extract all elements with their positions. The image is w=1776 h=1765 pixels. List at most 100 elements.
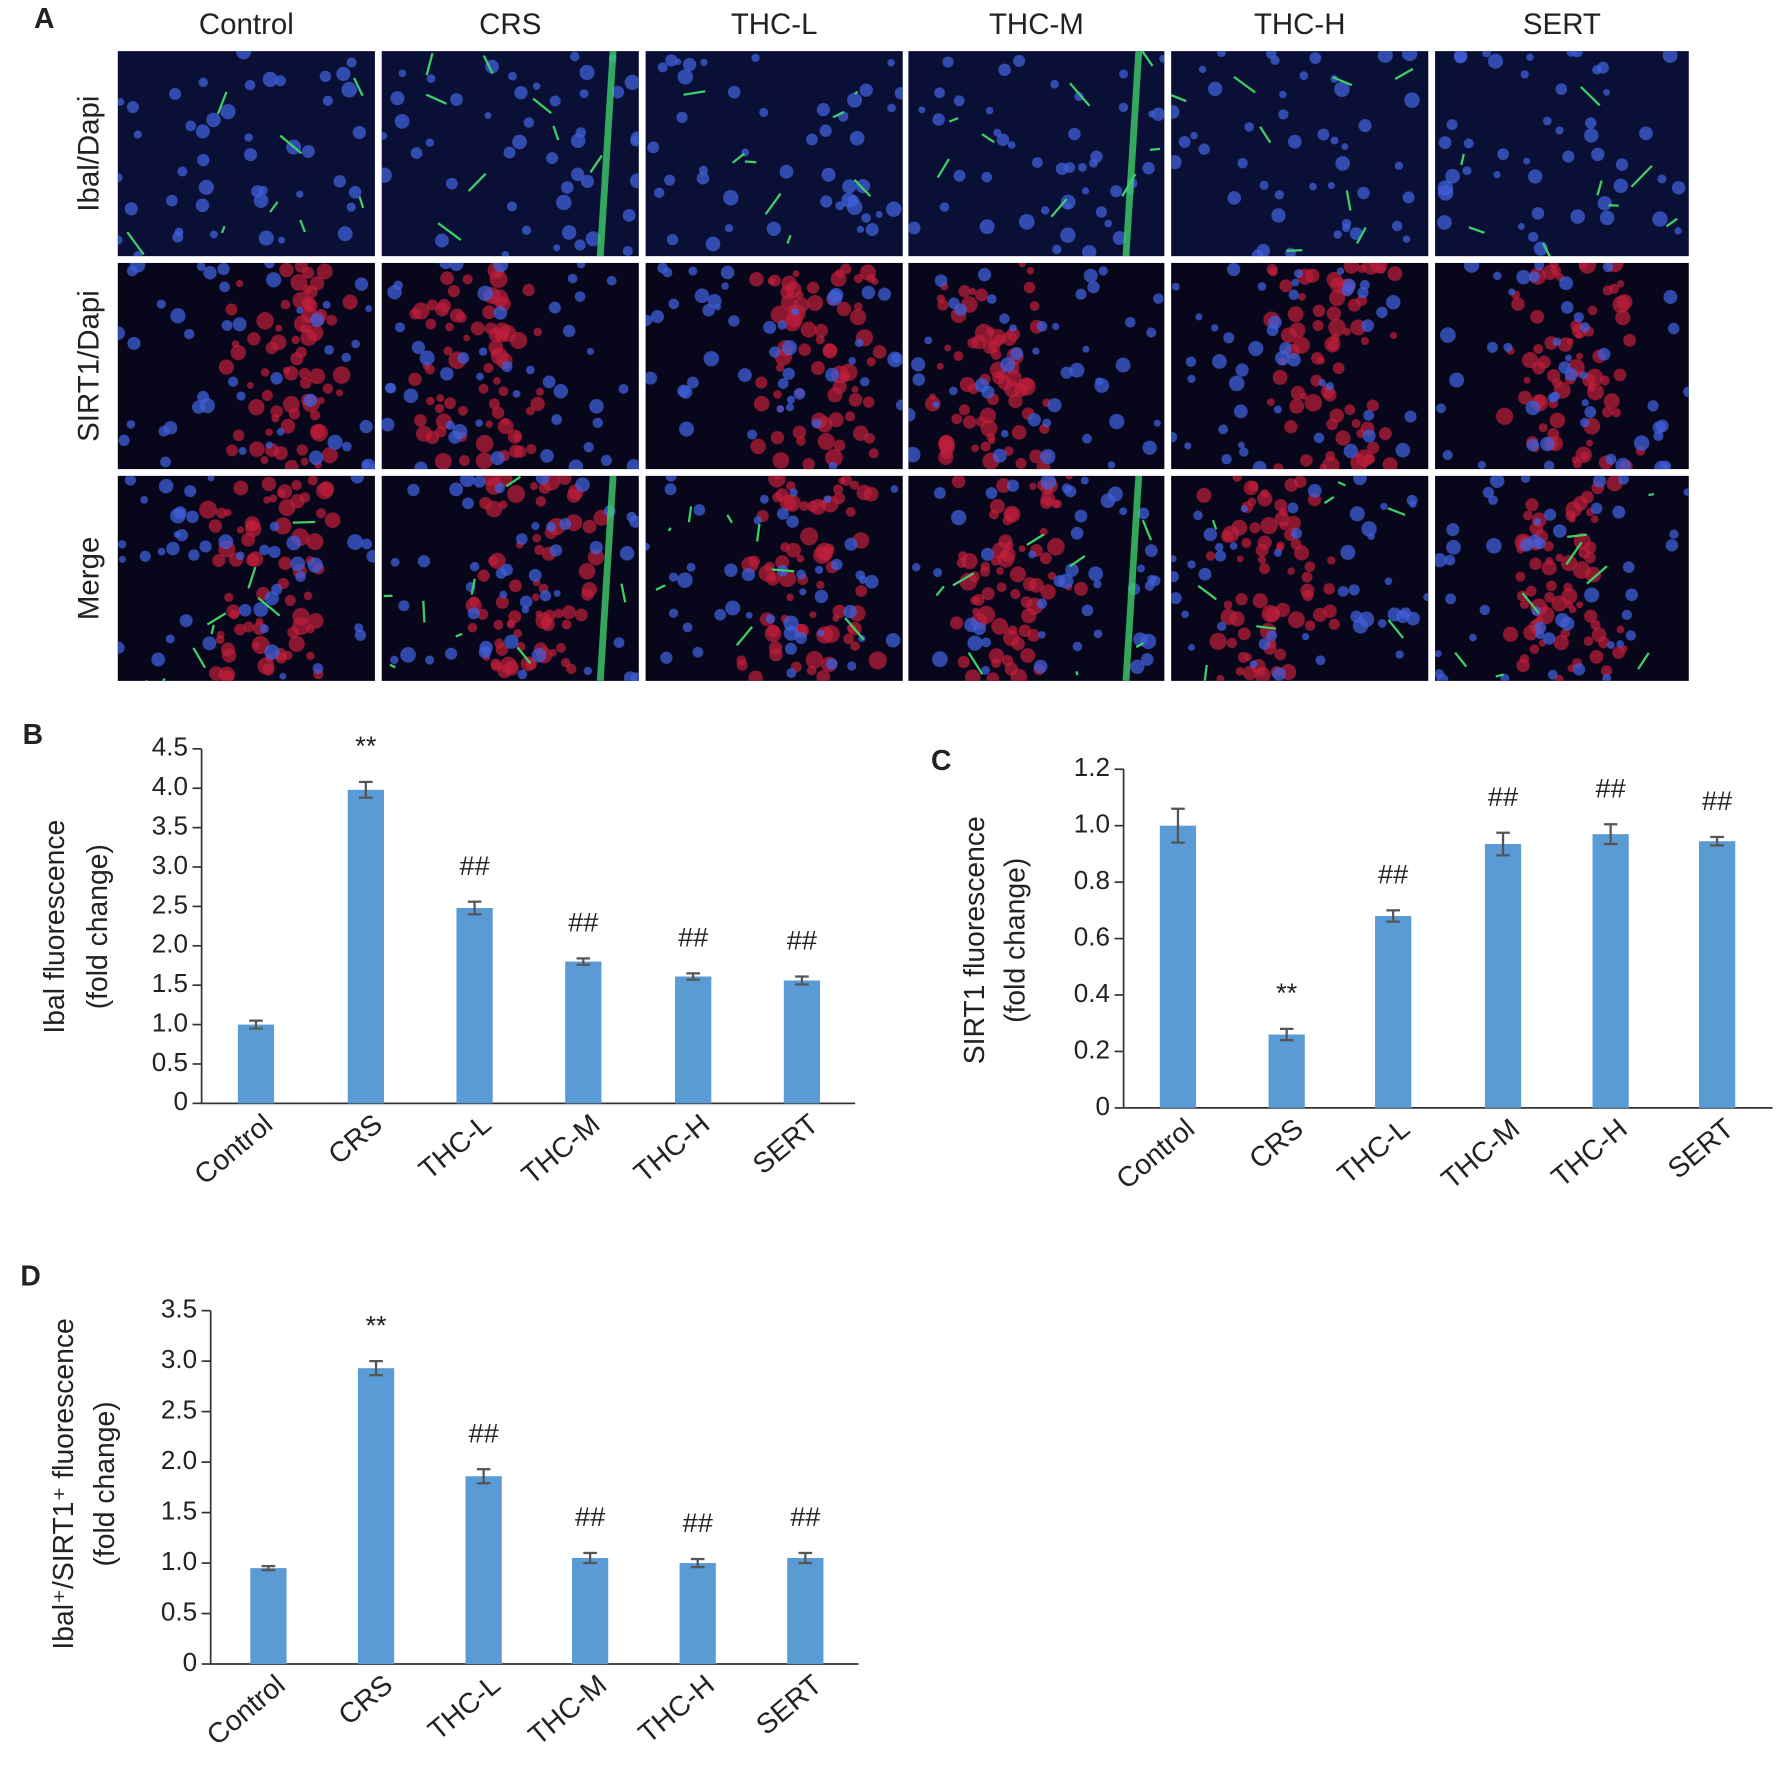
nucleus xyxy=(467,607,480,620)
nucleus xyxy=(665,54,678,67)
nucleus xyxy=(1531,207,1545,220)
red-cell xyxy=(1611,408,1621,418)
microglia xyxy=(1211,519,1218,530)
red-cell xyxy=(1547,369,1561,383)
nucleus xyxy=(1257,282,1267,291)
nucleus xyxy=(449,482,464,497)
nucleus xyxy=(677,69,694,85)
nucleus xyxy=(799,588,807,596)
significance-mark: ## xyxy=(1702,785,1732,816)
red-cell xyxy=(506,620,516,629)
nucleus xyxy=(619,546,635,561)
red-cell xyxy=(814,323,829,338)
nucleus xyxy=(1435,650,1442,658)
nucleus xyxy=(1560,301,1574,314)
red-cell xyxy=(988,648,1005,664)
nucleus xyxy=(546,152,559,165)
nucleus xyxy=(531,522,540,531)
nucleus xyxy=(819,124,832,137)
red-cell xyxy=(475,452,493,470)
red-cell xyxy=(1294,475,1307,488)
red-cell xyxy=(482,305,497,320)
micrograph-bg xyxy=(1171,51,1429,257)
nucleus xyxy=(724,224,734,233)
red-cell xyxy=(810,361,825,376)
red-cell xyxy=(294,262,308,273)
bar xyxy=(1484,844,1522,1108)
nucleus xyxy=(551,414,563,425)
nucleus xyxy=(911,357,926,372)
red-cell xyxy=(1259,563,1270,575)
red-cell xyxy=(849,308,867,326)
nucleus xyxy=(202,636,217,651)
y-tick-label: 2.5 xyxy=(152,889,188,919)
red-cell xyxy=(1257,555,1267,564)
red-cell xyxy=(582,519,597,534)
nucleus xyxy=(721,282,729,290)
red-cell xyxy=(1317,356,1325,365)
bar xyxy=(456,907,493,1104)
nucleus xyxy=(540,449,554,463)
significance-mark: ## xyxy=(568,907,598,938)
red-cell xyxy=(748,670,763,681)
red-cell xyxy=(1555,553,1564,562)
red-cell xyxy=(1226,637,1238,649)
y-tick-label: 2.5 xyxy=(161,1394,197,1424)
nucleus xyxy=(1652,421,1666,434)
red-cell xyxy=(456,311,467,323)
nucleus xyxy=(622,246,633,257)
nucleus xyxy=(1078,162,1087,172)
nucleus xyxy=(450,93,463,106)
nucleus xyxy=(583,441,594,453)
nucleus xyxy=(1493,271,1502,281)
nucleus xyxy=(700,58,708,67)
nucleus xyxy=(1074,91,1084,102)
y-tick-label: 0.8 xyxy=(1074,865,1110,895)
nucleus xyxy=(1654,460,1670,470)
red-cell xyxy=(290,273,308,291)
red-cell xyxy=(1216,674,1225,681)
nucleus xyxy=(173,531,181,538)
red-cell xyxy=(800,527,819,546)
nucleus xyxy=(1555,612,1570,628)
microglia xyxy=(1495,673,1505,678)
nucleus xyxy=(1579,322,1590,333)
vessel xyxy=(1122,475,1143,681)
nucleus xyxy=(258,230,274,246)
microglia xyxy=(353,77,364,97)
red-cell xyxy=(1376,264,1387,274)
nucleus xyxy=(825,658,838,670)
nucleus xyxy=(407,483,420,497)
nucleus xyxy=(244,133,253,142)
nucleus xyxy=(1639,126,1653,141)
microglia xyxy=(1135,641,1144,649)
nucleus xyxy=(992,448,1007,463)
red-cell xyxy=(483,363,494,374)
microglia xyxy=(1542,242,1551,257)
red-cell xyxy=(1541,560,1557,576)
nucleus xyxy=(657,62,668,73)
nucleus xyxy=(848,357,856,365)
red-cell xyxy=(558,475,572,486)
nucleus xyxy=(1315,655,1326,666)
red-cell xyxy=(1274,648,1287,661)
red-cell xyxy=(775,555,790,570)
nucleus xyxy=(126,420,136,429)
significance-mark: ** xyxy=(355,730,377,761)
nucleus xyxy=(789,488,798,497)
red-cell xyxy=(223,508,232,517)
red-cell xyxy=(497,418,514,435)
nucleus xyxy=(570,51,580,62)
red-cell xyxy=(574,608,588,622)
y-axis-label: (fold change) xyxy=(81,844,113,1009)
red-cell xyxy=(1301,571,1313,583)
nucleus xyxy=(842,179,857,194)
nucleus xyxy=(645,314,653,326)
red-cell xyxy=(246,381,254,389)
nucleus xyxy=(1526,53,1534,62)
nucleus xyxy=(493,306,508,320)
nucleus xyxy=(613,637,625,648)
nucleus xyxy=(1552,337,1562,346)
microglia xyxy=(1141,519,1153,541)
red-cell xyxy=(218,666,236,681)
